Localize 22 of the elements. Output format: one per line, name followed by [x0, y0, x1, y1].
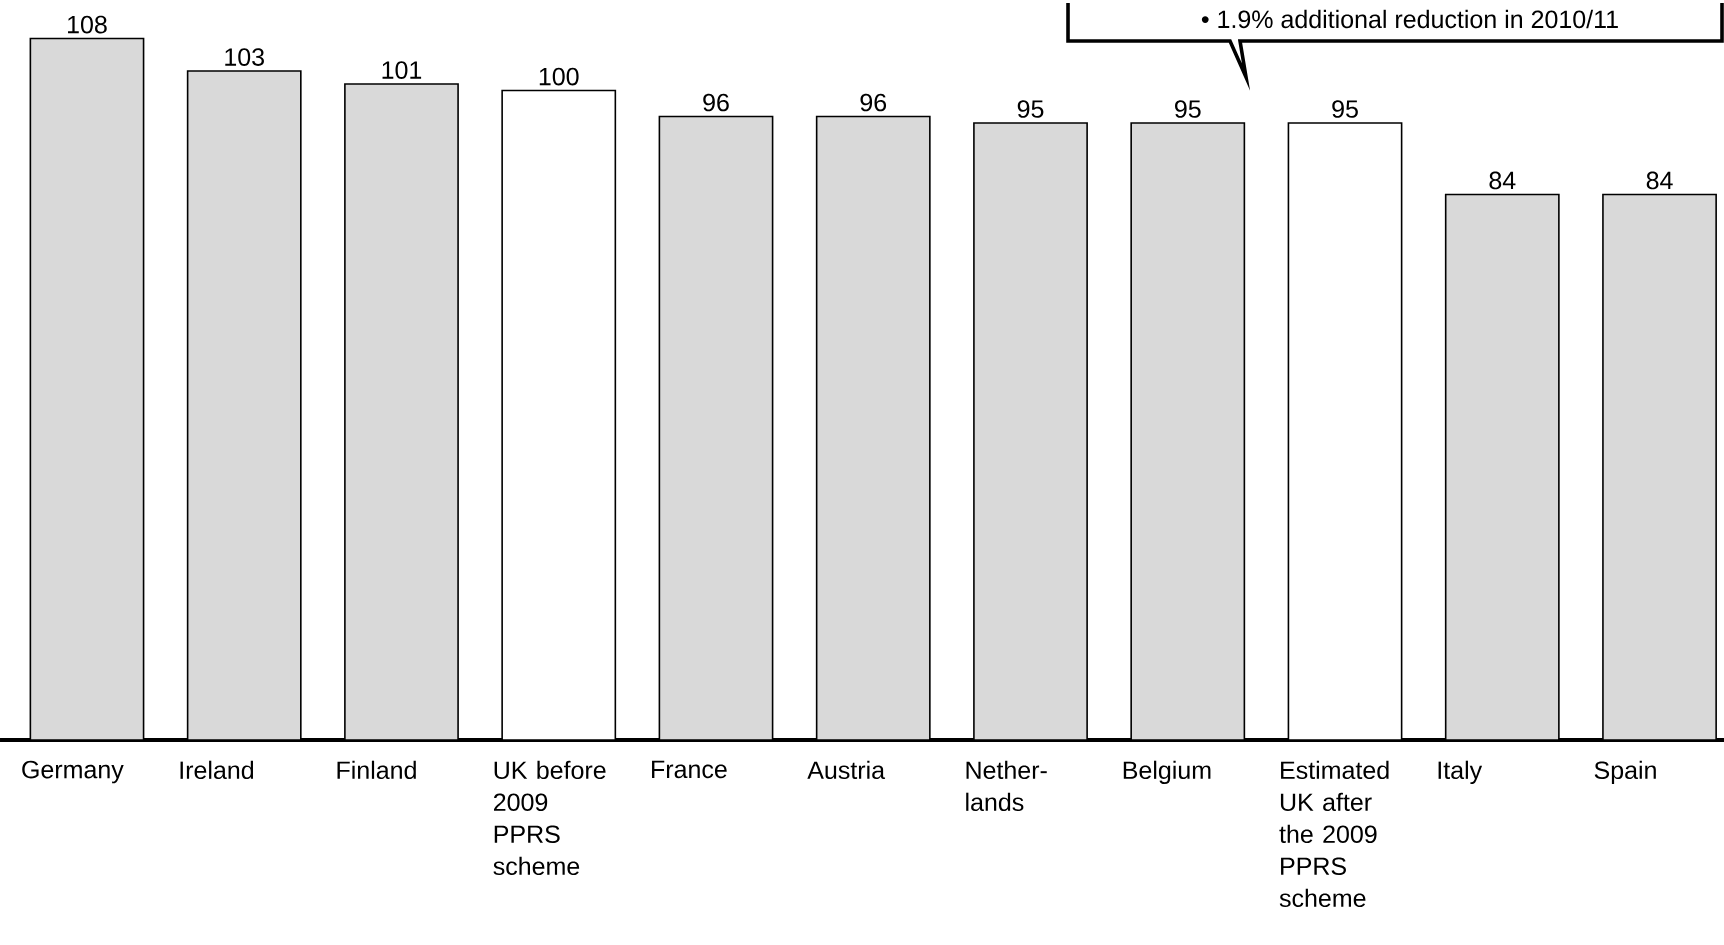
x-tick-label: Italy [1438, 760, 1483, 785]
data-label: 84 [1646, 171, 1673, 190]
x-tick-label: UK before 2009 PPRS scheme [493, 760, 606, 876]
data-label: 108 [68, 15, 107, 34]
x-tick-label: Estimated UK after the 2009 PPRS scheme [1279, 760, 1389, 908]
x-tick-label: Belgium [1123, 760, 1211, 785]
x-tick-label: France [652, 760, 727, 779]
data-label: 100 [539, 67, 579, 86]
data-label: 103 [225, 48, 264, 66]
data-label: 84 [1489, 171, 1516, 190]
data-label: 95 [1017, 100, 1044, 118]
data-label: 95 [1175, 100, 1201, 118]
x-tick-label: Nether-lands [966, 760, 1047, 812]
x-tick-label: Ireland [180, 760, 254, 780]
x-tick-label: Germany [22, 760, 124, 784]
data-label: 96 [860, 93, 887, 112]
data-label: 96 [703, 93, 729, 112]
data-label: 101 [382, 61, 422, 79]
data-label: 95 [1332, 100, 1358, 118]
x-tick-label: Spain [1594, 760, 1656, 785]
x-tick-label: Austria [807, 760, 886, 780]
x-tick-label: Finland [337, 760, 416, 780]
